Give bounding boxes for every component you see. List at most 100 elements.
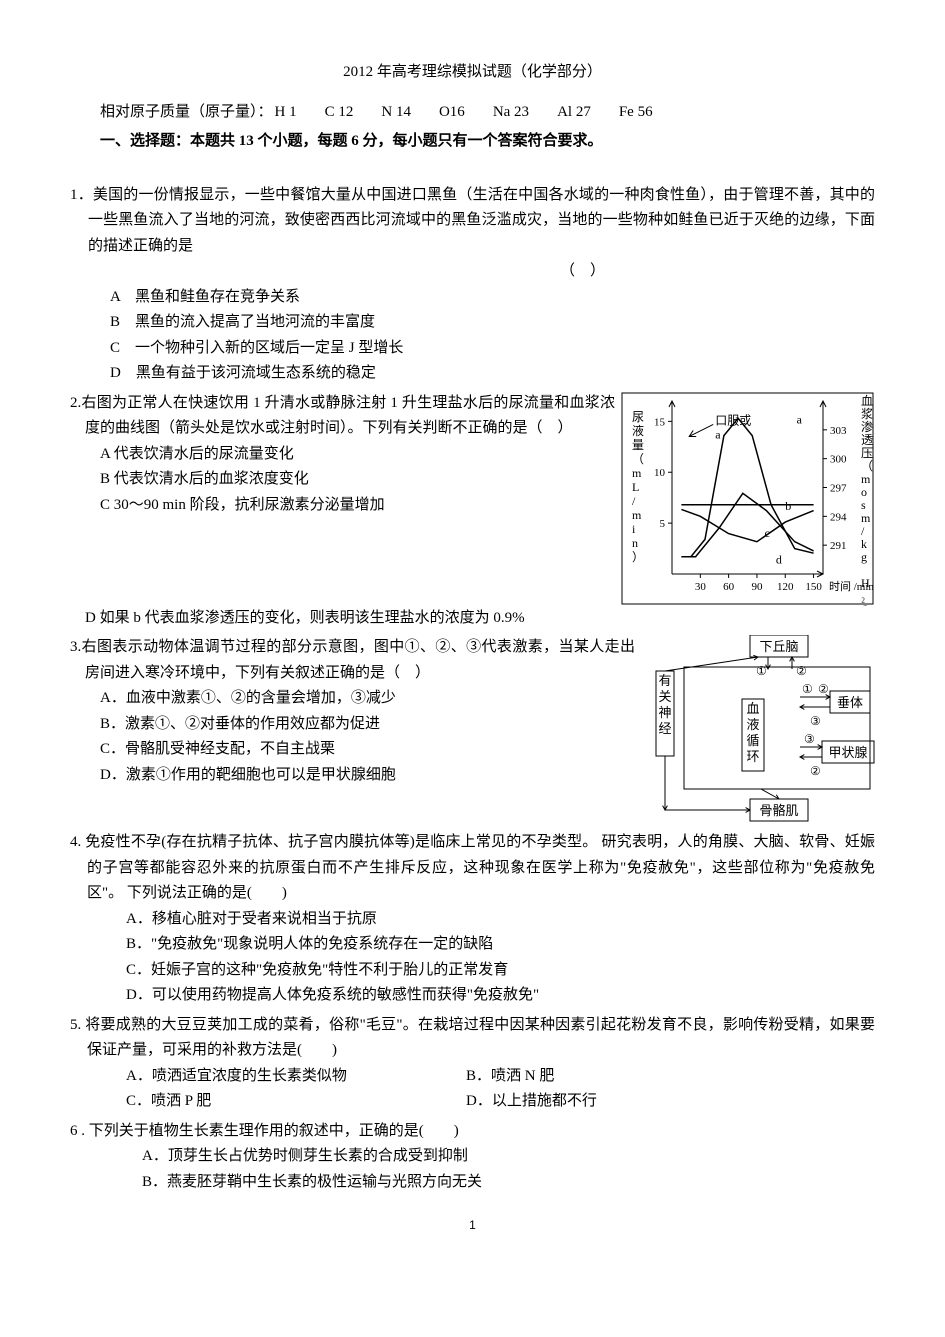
q1-opt-c: C 一个物种引入新的区域后一定呈 J 型增长 [70, 336, 615, 362]
mass-item: Al 27 [557, 104, 591, 120]
mass-item: N 14 [381, 104, 411, 120]
svg-text:i: i [632, 522, 636, 536]
question-2: 2.右图为正常人在快速饮用 1 升清水或静脉注射 1 升生理盐水后的尿流量和血浆… [70, 391, 875, 632]
exam-title: 2012 年高考理综模拟试题（化学部分） [70, 60, 875, 86]
svg-text:m: m [632, 466, 642, 480]
section-heading: 一、选择题：本题共 13 个小题，每题 6 分，每小题只有一个答案符合要求。 [100, 129, 875, 155]
svg-text:液: 液 [632, 423, 644, 438]
svg-text:③: ③ [804, 732, 815, 746]
svg-text:303: 303 [830, 424, 847, 436]
q3-opt-d: D．激素①作用的靶细胞也可以是甲状腺细胞 [70, 763, 635, 789]
svg-text:a: a [797, 412, 803, 426]
svg-text:s: s [861, 498, 866, 512]
svg-text:甲状腺: 甲状腺 [828, 745, 867, 760]
svg-text:渗: 渗 [861, 419, 873, 434]
q4-opt-a: A．移植心脏对于受者来说相当于抗原 [70, 907, 875, 933]
q3-opt-a: A．血液中激素①、②的含量会增加，③减少 [70, 686, 635, 712]
svg-text:o: o [861, 485, 867, 499]
mass-item: Na 23 [493, 104, 529, 120]
q5-opt-d: D．以上措施都不行 [466, 1089, 597, 1115]
q1-paren: （ ） [290, 259, 875, 285]
q1-opt-d: D 黑鱼有益于该河流域生态系统的稳定 [70, 361, 615, 387]
svg-text:294: 294 [830, 511, 847, 523]
svg-text:30: 30 [695, 581, 707, 593]
mass-item: Fe 56 [619, 104, 653, 120]
hormone-flowchart: 有关神经下丘脑血液循环垂体甲状腺骨骼肌①②①②③③② [650, 635, 875, 826]
svg-text:①: ① [802, 682, 813, 696]
question-1: 1．美国的一份情报显示，一些中餐馆大量从中国进口黑鱼（生活在中国各水域的一种肉食… [70, 183, 875, 387]
svg-text:120: 120 [777, 581, 794, 593]
svg-text:k: k [861, 537, 867, 551]
svg-text:下丘脑: 下丘脑 [759, 639, 798, 654]
urine-plasma-chart: 尿液量（mL/min）血浆渗透压（mosm/kg H₂O）51015291294… [620, 391, 875, 606]
svg-text:液: 液 [746, 717, 759, 732]
svg-text:浆: 浆 [861, 406, 873, 421]
q4-stem: 4. 免疫性不孕(存在抗精子抗体、抗子宫内膜抗体等)是临床上常见的不孕类型。 研… [70, 830, 875, 907]
question-4: 4. 免疫性不孕(存在抗精子抗体、抗子宫内膜抗体等)是临床上常见的不孕类型。 研… [70, 830, 875, 1009]
svg-text:5: 5 [660, 518, 666, 530]
mass-item: O16 [439, 104, 465, 120]
q1-stem: 1．美国的一份情报显示，一些中餐馆大量从中国进口黑鱼（生活在中国各水域的一种肉食… [70, 183, 875, 260]
svg-text:n: n [632, 536, 638, 550]
q2-opt-d: D 如果 b 代表血浆渗透压的变化，则表明该生理盐水的浓度为 0.9% [70, 606, 875, 632]
svg-text:循: 循 [746, 733, 759, 748]
question-6: 6 . 下列关于植物生长素生理作用的叙述中，正确的是( ) A．顶芽生长占优势时… [70, 1119, 875, 1196]
svg-text:骨骼肌: 骨骼肌 [759, 803, 798, 818]
svg-text:透: 透 [861, 433, 873, 447]
q2-stem: 2.右图为正常人在快速饮用 1 升清水或静脉注射 1 升生理盐水后的尿流量和血浆… [70, 391, 615, 442]
mass-item: C 12 [325, 104, 354, 120]
svg-text:②: ② [818, 682, 829, 696]
svg-text:m: m [632, 508, 642, 522]
svg-text:a: a [715, 427, 721, 441]
q3-opt-c: C．骨骼肌受神经支配，不自主战栗 [70, 737, 635, 763]
svg-text:d: d [776, 552, 782, 566]
svg-text:①: ① [756, 664, 767, 678]
q4-opt-c: C．妊娠子宫的这种"免疫赦免"特性不利于胎儿的正常发育 [70, 958, 875, 984]
q6-stem: 6 . 下列关于植物生长素生理作用的叙述中，正确的是( ) [70, 1119, 875, 1145]
svg-text:）: ） [632, 550, 644, 564]
svg-text:291: 291 [830, 540, 847, 552]
svg-text:环: 环 [746, 749, 759, 764]
svg-text:150: 150 [805, 581, 822, 593]
q2-opt-c: C 30～90 min 阶段，抗利尿激素分泌量增加 [70, 493, 615, 519]
svg-text:尿: 尿 [632, 410, 644, 424]
svg-text:c: c [764, 526, 769, 540]
svg-text:O: O [861, 602, 870, 606]
svg-text:b: b [785, 498, 791, 512]
svg-text:垂体: 垂体 [837, 695, 863, 710]
svg-text:297: 297 [830, 482, 847, 494]
svg-text:时间 /min: 时间 /min [829, 580, 874, 593]
q2-opt-a: A 代表饮清水后的尿流量变化 [70, 442, 615, 468]
svg-text:关: 关 [658, 689, 671, 704]
q2-opt-b: B 代表饮清水后的血浆浓度变化 [70, 467, 615, 493]
q1-opt-a: A 黑鱼和鲑鱼存在竞争关系 [70, 285, 615, 311]
svg-text:有: 有 [658, 673, 671, 688]
svg-text:g: g [861, 550, 867, 564]
q5-opt-a: A．喷洒适宜浓度的生长素类似物 [126, 1064, 466, 1090]
mass-prefix: 相对原子质量（原子量）： [100, 104, 273, 120]
q3-diagram: 有关神经下丘脑血液循环垂体甲状腺骨骼肌①②①②③③② [650, 635, 875, 826]
mass-item: H 1 [275, 104, 297, 120]
svg-text:m: m [861, 511, 871, 525]
q5-opt-c: C．喷洒 P 肥 [126, 1089, 466, 1115]
q4-opt-d: D．可以使用药物提高人体免疫系统的敏感性而获得"免疫赦免" [70, 983, 875, 1009]
svg-text:60: 60 [723, 581, 735, 593]
svg-text:15: 15 [654, 416, 666, 428]
q5-stem: 5. 将要成熟的大豆豆荚加工成的菜肴，俗称"毛豆"。在栽培过程中因某种因素引起花… [70, 1013, 875, 1064]
page-number: 1 [70, 1215, 875, 1235]
q4-opt-b: B．"免疫赦免"现象说明人体的免疫系统存在一定的缺陷 [70, 932, 875, 958]
q2-chart: 尿液量（mL/min）血浆渗透压（mosm/kg H₂O）51015291294… [620, 391, 875, 606]
svg-text:m: m [861, 472, 871, 486]
svg-text:压: 压 [861, 446, 873, 460]
svg-text:②: ② [796, 664, 807, 678]
svg-text:300: 300 [830, 453, 847, 465]
svg-text:③: ③ [810, 714, 821, 728]
svg-text:L: L [632, 480, 639, 494]
svg-text:血: 血 [746, 701, 759, 716]
atomic-mass-line: 相对原子质量（原子量）：H 1 C 12 N 14 O16 Na 23 Al 27 Fe 5… [100, 100, 875, 126]
question-5: 5. 将要成熟的大豆豆荚加工成的菜肴，俗称"毛豆"。在栽培过程中因某种因素引起花… [70, 1013, 875, 1115]
q3-stem: 3.右图表示动物体温调节过程的部分示意图，图中①、②、③代表激素，当某人走出房间… [70, 635, 635, 686]
q1-opt-b: B 黑鱼的流入提高了当地河流的丰富度 [70, 310, 615, 336]
svg-text:血: 血 [861, 394, 873, 408]
svg-text:/: / [861, 524, 865, 538]
